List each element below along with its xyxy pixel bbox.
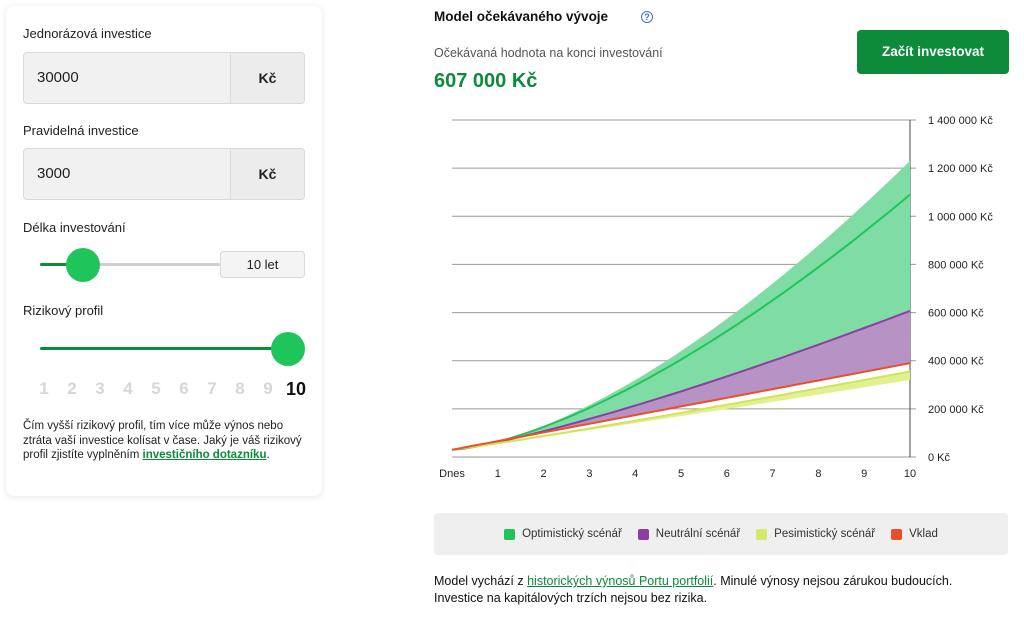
x-tick-label: 2 <box>541 468 547 480</box>
risk-level-9[interactable]: 9 <box>263 379 273 398</box>
risk-level-6[interactable]: 6 <box>179 379 189 398</box>
y-tick-label: 400 000 Kč <box>928 356 984 368</box>
one-time-label: Jednorázová investice <box>23 26 152 41</box>
length-label: Délka investování <box>23 220 126 235</box>
y-tick-label: 0 Kč <box>928 452 951 464</box>
legend-neutral: Neutrální scénář <box>637 528 741 540</box>
expected-value-label: Očekávaná hodnota na konci investování <box>434 46 663 60</box>
expected-value: 607 000 Kč <box>434 70 538 92</box>
legend-pessimistic: Pesimistický scénář <box>756 528 875 540</box>
deposit-line <box>451 362 911 451</box>
risk-level-1[interactable]: 1 <box>39 379 49 398</box>
risk-slider-handle[interactable] <box>271 332 305 366</box>
x-tick-label: 5 <box>678 468 684 480</box>
one-time-unit: Kč <box>230 53 304 103</box>
optimistic-line <box>451 193 911 451</box>
legend-label-deposit: Vklad <box>909 528 938 540</box>
risk-level-8[interactable]: 8 <box>235 379 245 398</box>
disclaimer: Model vychází z historických výnosů Port… <box>434 573 994 607</box>
risk-note-end: . <box>266 449 270 461</box>
risk-level-7[interactable]: 7 <box>207 379 217 398</box>
legend-swatch-neutral <box>637 528 649 540</box>
length-slider-track[interactable] <box>40 263 220 266</box>
y-tick-label: 1 200 000 Kč <box>928 163 993 175</box>
legend-swatch-optimistic <box>504 528 516 540</box>
risk-note-text: Čím vyšší rizikový profil, tím více může… <box>23 420 302 461</box>
risk-note: Čím vyšší rizikový profil, tím více může… <box>23 419 305 463</box>
x-tick-label: 4 <box>632 468 638 480</box>
disclaimer-end: . Minulé výnosy nejsou zárukou budoucích… <box>434 574 953 605</box>
one-time-input[interactable]: 30000 <box>37 69 79 86</box>
risk-level-4[interactable]: 4 <box>123 379 133 398</box>
risk-levels: 1 2 3 4 5 6 7 8 9 10 <box>34 379 306 400</box>
risk-slider-track[interactable] <box>40 347 304 350</box>
risk-level-3[interactable]: 3 <box>95 379 105 398</box>
legend-label-neutral: Neutrální scénář <box>655 528 741 540</box>
risk-level-10[interactable]: 10 <box>286 379 307 399</box>
x-tick-label: 1 <box>495 468 501 480</box>
legend-label-optimistic: Optimistický scénář <box>522 528 622 540</box>
historical-returns-link[interactable]: historických výnosů Portu portfolií <box>527 574 714 588</box>
risk-label: Rizikový profil <box>23 303 104 318</box>
length-slider-handle[interactable] <box>66 248 100 282</box>
help-icon[interactable]: ? <box>641 11 653 23</box>
x-tick-label: 6 <box>724 468 730 480</box>
regular-input-group: 3000 Kč <box>23 148 305 200</box>
start-investing-button[interactable]: Začít investovat <box>857 30 1009 74</box>
risk-level-2[interactable]: 2 <box>67 379 77 398</box>
y-tick-label: 1 000 000 Kč <box>928 211 993 223</box>
length-value-box[interactable]: 10 let <box>220 251 305 278</box>
x-tick-label: Dnes <box>439 468 465 480</box>
disclaimer-start: Model vychází z <box>434 574 528 588</box>
model-title: Model očekávaného vývoje <box>434 9 609 24</box>
y-tick-label: 200 000 Kč <box>928 404 984 416</box>
regular-label: Pravidelná investice <box>23 123 139 138</box>
legend-deposit: Vklad <box>891 528 938 540</box>
regular-unit: Kč <box>230 149 304 199</box>
legend-swatch-pessimistic <box>756 528 768 540</box>
calculator-panel: Jednorázová investice 30000 Kč Pravideln… <box>6 6 322 496</box>
y-tick-label: 800 000 Kč <box>928 259 984 271</box>
projection-chart: 1 400 000 Kč 1 200 000 Kč 1 000 000 Kč 800 … <box>439 115 993 480</box>
y-tick-label: 600 000 Kč <box>928 308 984 320</box>
x-tick-label: 8 <box>815 468 821 480</box>
pessimistic-line <box>451 370 911 451</box>
x-tick-label: 9 <box>861 468 867 480</box>
length-slider-fill <box>40 263 83 266</box>
questionnaire-link[interactable]: investičního dotazníku <box>142 449 267 461</box>
one-time-input-group: 30000 Kč <box>23 52 305 104</box>
optimistic-band <box>452 160 910 450</box>
x-tick-label: 3 <box>586 468 592 480</box>
x-tick-label: 7 <box>770 468 776 480</box>
y-tick-label: 1 400 000 Kč <box>928 115 993 127</box>
legend-swatch-deposit <box>891 528 903 540</box>
x-tick-label: 10 <box>904 468 916 480</box>
regular-input[interactable]: 3000 <box>37 165 71 182</box>
legend-optimistic: Optimistický scénář <box>504 528 622 540</box>
risk-level-5[interactable]: 5 <box>151 379 161 398</box>
chart-legend: Optimistický scénář Neutrální scénář Pes… <box>434 513 1008 555</box>
legend-label-pessimistic: Pesimistický scénář <box>774 528 876 540</box>
